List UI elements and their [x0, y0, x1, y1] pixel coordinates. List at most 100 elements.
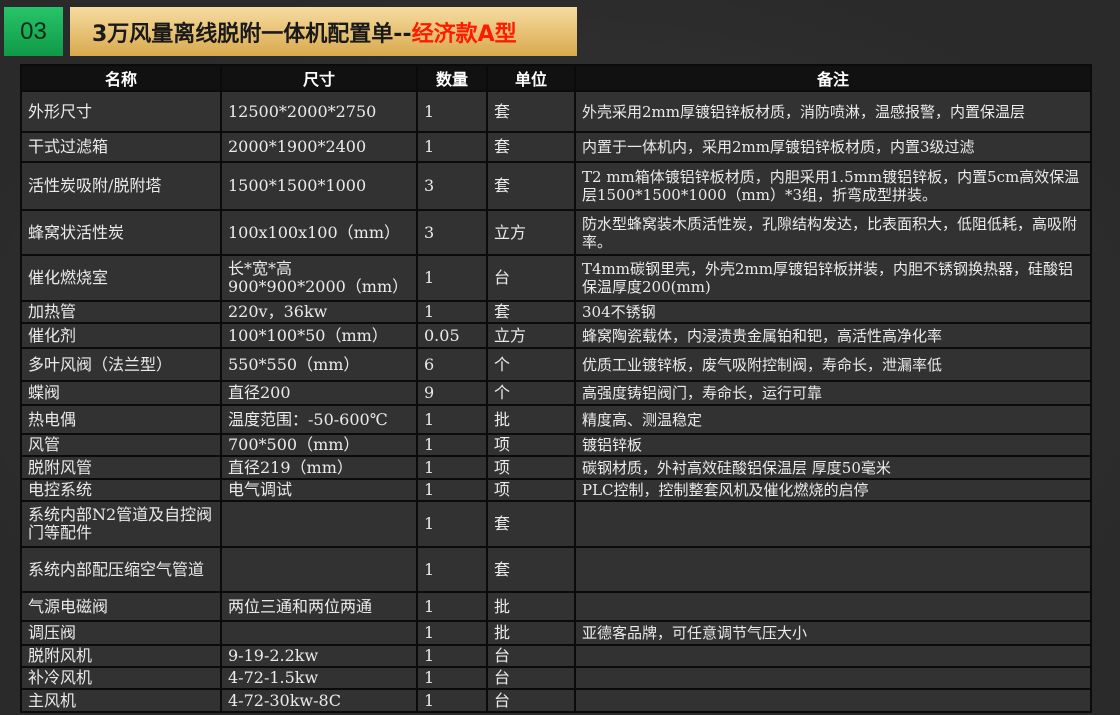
item-note: 外壳采用2mm厚镀铝锌板材质，消防喷淋，温感报警，内置保温层	[574, 90, 1092, 133]
item-quantity: 3	[416, 209, 488, 256]
item-size: 220v，36kw	[220, 300, 418, 324]
table-row: 催化剂 100*100*50（mm） 0.05 立方 蜂窝陶瓷载体，内浸渍贵金属铂和钯，…	[20, 322, 1092, 349]
item-note: 镀铝锌板	[574, 433, 1092, 457]
item-unit: 套	[486, 546, 576, 593]
table-row: 热电偶 温度范围：-50-600℃ 1 批精度高、测温稳定	[20, 404, 1092, 435]
table-row: 电控系统 电气调试 1 项 PLC控制，控制整套风机及催化燃烧的启停	[20, 478, 1092, 502]
table-row: 蝶阀 直径200 9 个高强度铸铝阀门，寿命长，运行可靠	[20, 380, 1092, 406]
item-quantity: 1	[416, 131, 488, 163]
item-name: 催化剂	[20, 322, 222, 349]
item-quantity: 1	[416, 455, 488, 480]
column-header: 数量	[416, 64, 488, 92]
table-row: 外形尺寸 12500*2000*2750 1 套外壳采用2mm厚镀铝锌板材质，消防喷淋…	[20, 90, 1092, 133]
item-name: 加热管	[20, 300, 222, 324]
item-quantity: 1	[416, 90, 488, 133]
item-name: 主风机	[20, 688, 222, 713]
item-quantity: 1	[416, 644, 488, 668]
item-name: 活性炭吸附/脱附塔	[20, 161, 222, 211]
item-unit: 个	[486, 380, 576, 406]
item-size: 700*500（mm）	[220, 433, 418, 457]
item-note: 304不锈钢	[574, 300, 1092, 324]
item-name: 电控系统	[20, 478, 222, 502]
table-row: 多叶风阀（法兰型） 550*550（mm） 6 个优质工业镀锌板，废气吸附控制阀，寿命…	[20, 347, 1092, 382]
item-size: 直径219（mm）	[220, 455, 418, 480]
item-unit: 台	[486, 254, 576, 302]
item-name: 催化燃烧室	[20, 254, 222, 302]
item-unit: 套	[486, 500, 576, 548]
config-table: 名称 尺寸 数量 单位 备注 外形尺寸 12500*2000*2750 1 套外壳采用2mm厚…	[20, 64, 1092, 713]
item-name: 干式过滤箱	[20, 131, 222, 163]
item-size: 100x100x100（mm）	[220, 209, 418, 256]
item-size: 长*宽*高 900*900*2000（mm）	[220, 254, 418, 302]
item-unit: 项	[486, 478, 576, 502]
item-name: 气源电磁阀	[20, 591, 222, 622]
table-row: 系统内部N2管道及自控阀门等配件 1 套	[20, 500, 1092, 548]
item-size: 1500*1500*1000	[220, 161, 418, 211]
item-unit: 个	[486, 347, 576, 382]
item-size: 9-19-2.2kw	[220, 644, 418, 668]
item-size	[220, 620, 418, 646]
item-size: 电气调试	[220, 478, 418, 502]
item-unit: 套	[486, 90, 576, 133]
table-row: 风管 700*500（mm） 1 项镀铝锌板	[20, 433, 1092, 457]
item-quantity: 3	[416, 161, 488, 211]
item-name: 脱附风管	[20, 455, 222, 480]
section-number-badge: 03	[4, 7, 63, 56]
item-note	[574, 500, 1092, 548]
item-quantity: 6	[416, 347, 488, 382]
table-row: 调压阀 1 批亚德客品牌，可任意调节气压大小	[20, 620, 1092, 646]
item-note: 高强度铸铝阀门，寿命长，运行可靠	[574, 380, 1092, 406]
item-quantity: 1	[416, 433, 488, 457]
item-name: 补冷风机	[20, 666, 222, 690]
column-header: 名称	[20, 64, 222, 92]
item-size: 温度范围：-50-600℃	[220, 404, 418, 435]
item-note: PLC控制，控制整套风机及催化燃烧的启停	[574, 478, 1092, 502]
item-name: 蝶阀	[20, 380, 222, 406]
title-main: 3万风量离线脱附一体机配置单--	[92, 21, 412, 47]
item-unit: 套	[486, 161, 576, 211]
item-unit: 批	[486, 404, 576, 435]
table-header: 名称 尺寸 数量 单位 备注	[20, 64, 1092, 92]
item-name: 多叶风阀（法兰型）	[20, 347, 222, 382]
item-size	[220, 500, 418, 548]
page-title: 3万风量离线脱附一体机配置单-- 经济款A型	[70, 7, 577, 56]
item-note: T4mm碳钢里壳，外壳2mm厚镀铝锌板拼装，内胆不锈钢换热器，硅酸铝保温厚度20…	[574, 254, 1092, 302]
table-row: 活性炭吸附/脱附塔 1500*1500*1000 3 套 T2 mm箱体镀铝锌板材质，内…	[20, 161, 1092, 211]
item-quantity: 1	[416, 478, 488, 502]
item-size: 4-72-1.5kw	[220, 666, 418, 690]
item-name: 热电偶	[20, 404, 222, 435]
item-size: 直径200	[220, 380, 418, 406]
item-note	[574, 688, 1092, 713]
item-name: 系统内部配压缩空气管道	[20, 546, 222, 593]
item-note: 碳钢材质，外衬高效硅酸铝保温层 厚度50毫米	[574, 455, 1092, 480]
item-quantity: 9	[416, 380, 488, 406]
table-row: 主风机 4-72-30kw-8C 1 台	[20, 688, 1092, 713]
title-highlight: 经济款A型	[411, 21, 517, 47]
item-name: 脱附风机	[20, 644, 222, 668]
table-row: 干式过滤箱 2000*1900*2400 1 套内置于一体机内，采用2mm厚镀铝锌板材…	[20, 131, 1092, 163]
item-unit: 立方	[486, 209, 576, 256]
item-unit: 项	[486, 433, 576, 457]
item-name: 蜂窝状活性炭	[20, 209, 222, 256]
column-header: 备注	[574, 64, 1092, 92]
item-note	[574, 591, 1092, 622]
item-size: 100*100*50（mm）	[220, 322, 418, 349]
item-size	[220, 546, 418, 593]
item-note: 内置于一体机内，采用2mm厚镀铝锌板材质，内置3级过滤	[574, 131, 1092, 163]
item-unit: 套	[486, 131, 576, 163]
item-name: 外形尺寸	[20, 90, 222, 133]
item-quantity: 1	[416, 688, 488, 713]
column-header: 尺寸	[220, 64, 418, 92]
item-unit: 立方	[486, 322, 576, 349]
item-unit: 项	[486, 455, 576, 480]
column-header: 单位	[486, 64, 576, 92]
item-size: 550*550（mm）	[220, 347, 418, 382]
item-name: 系统内部N2管道及自控阀门等配件	[20, 500, 222, 548]
item-unit: 台	[486, 666, 576, 690]
item-unit: 批	[486, 620, 576, 646]
item-quantity: 1	[416, 254, 488, 302]
item-note: 精度高、测温稳定	[574, 404, 1092, 435]
item-note	[574, 546, 1092, 593]
item-name: 风管	[20, 433, 222, 457]
item-unit: 台	[486, 688, 576, 713]
